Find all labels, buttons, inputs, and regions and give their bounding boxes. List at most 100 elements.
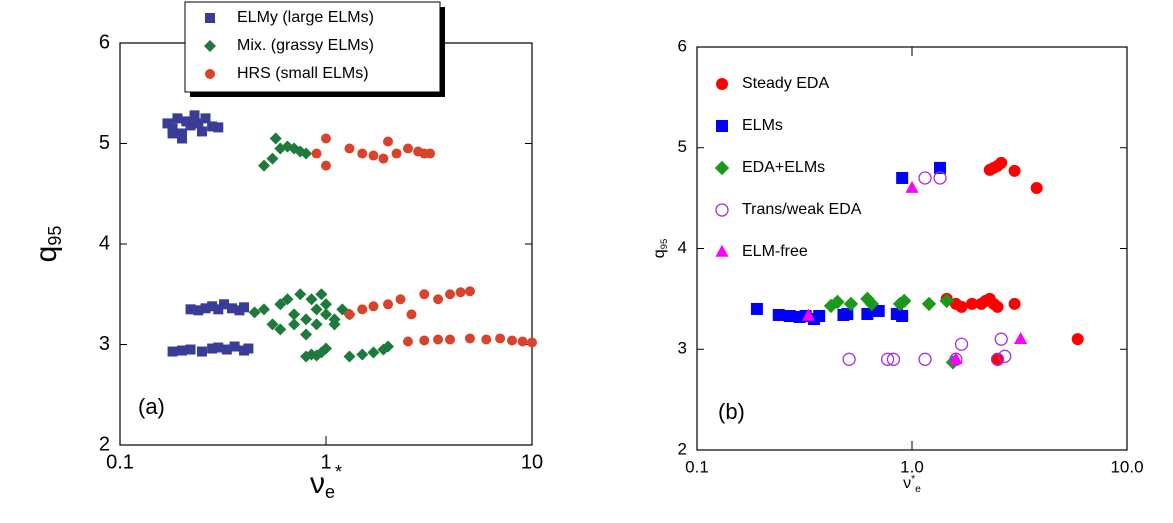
point [954, 337, 969, 351]
plot-frame [119, 42, 533, 446]
point [177, 128, 188, 139]
legend-label: Steady EDA [742, 75, 829, 92]
point [783, 310, 796, 323]
point [221, 344, 232, 355]
point [813, 310, 826, 323]
point [507, 335, 518, 346]
y-tick-label: 5 [99, 132, 110, 154]
point [918, 171, 932, 185]
y-axis-label-main: q [651, 249, 668, 258]
point [880, 352, 895, 366]
point [177, 345, 188, 356]
x-axis-label-main: ν [310, 467, 325, 500]
point [425, 148, 436, 159]
legend-marker [715, 244, 729, 257]
panel-label: (a) [138, 394, 165, 419]
point [402, 143, 413, 154]
point [382, 340, 395, 353]
point [872, 304, 885, 317]
point [266, 318, 279, 331]
point [193, 305, 204, 316]
point [896, 171, 909, 184]
x-axis-label-sub: e [325, 482, 335, 502]
point [193, 118, 204, 129]
y-axis-label: q95 [651, 239, 669, 259]
point [481, 334, 492, 345]
x-tick-label: 1 [320, 451, 331, 473]
point [368, 150, 379, 161]
point [419, 289, 430, 300]
point [949, 352, 963, 365]
legend-label: ELM-free [742, 243, 808, 260]
point [274, 298, 287, 311]
legend-box [184, 1, 441, 93]
point [368, 301, 379, 312]
point [830, 294, 845, 310]
point [328, 318, 341, 331]
point [196, 346, 207, 357]
point [177, 133, 188, 144]
point [1008, 164, 1021, 177]
point [227, 303, 238, 314]
y-tick-label: 3 [99, 333, 110, 355]
point [172, 113, 183, 124]
point [311, 148, 322, 159]
point [934, 161, 947, 174]
point [395, 294, 406, 305]
point [464, 333, 475, 344]
point [527, 337, 537, 348]
point [402, 336, 413, 347]
point [464, 286, 475, 297]
legend-label: HRS (small ELMs) [237, 65, 369, 82]
point [391, 148, 402, 159]
point [861, 307, 874, 320]
point [294, 288, 307, 301]
point [495, 333, 506, 344]
point [433, 334, 444, 345]
y-axis-label-main: q [30, 246, 63, 263]
x-tick-label: 1.0 [900, 457, 924, 476]
point [918, 352, 932, 366]
point [842, 352, 856, 366]
point [517, 336, 528, 347]
y-tick-label: 5 [678, 137, 687, 156]
point [455, 287, 466, 298]
point [383, 299, 394, 310]
point [750, 302, 763, 315]
legend-marker [714, 160, 730, 176]
point [344, 309, 355, 320]
y-axis-label-sub: 95 [45, 226, 65, 246]
point [343, 350, 356, 363]
x-axis-label: ν*e [903, 474, 921, 495]
x-tick-label: 0.1 [685, 457, 709, 476]
point [243, 343, 254, 354]
point [274, 323, 287, 336]
point [310, 318, 323, 331]
point [167, 346, 178, 357]
y-axis-label: q95 [30, 226, 65, 263]
point [419, 335, 430, 346]
point [200, 303, 211, 314]
point [367, 346, 380, 359]
panel-label: (b) [718, 399, 745, 424]
x-axis-label-sub: e [915, 484, 921, 495]
point [357, 304, 368, 315]
point [344, 143, 355, 154]
point [843, 296, 859, 312]
point [257, 303, 270, 316]
point [248, 306, 261, 319]
point [281, 293, 294, 306]
point [320, 342, 332, 355]
y-tick-label: 6 [99, 31, 110, 53]
legend-label: EDA+ELMs [742, 159, 825, 176]
y-tick-label: 2 [99, 433, 110, 455]
point [433, 294, 444, 305]
point [213, 304, 224, 315]
point [185, 304, 196, 315]
point [321, 133, 331, 144]
point [933, 171, 947, 185]
y-axis-label-sub: 95 [659, 239, 670, 250]
point [357, 148, 368, 159]
legend-label: ELMy (large ELMs) [237, 9, 374, 26]
